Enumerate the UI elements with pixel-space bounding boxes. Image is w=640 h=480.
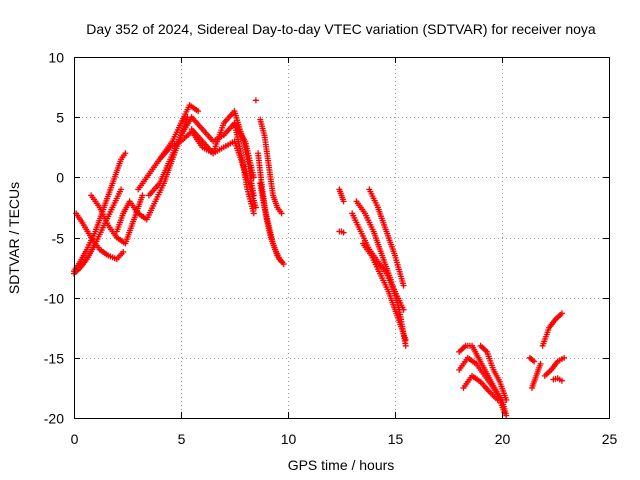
series-arc-14 — [257, 180, 285, 265]
data-point — [278, 210, 285, 217]
x-axis-label: GPS time / hours — [288, 457, 395, 473]
series-arc-10 — [231, 120, 257, 217]
series-arc-18 — [353, 198, 409, 349]
series-arc-17 — [349, 210, 407, 313]
y-tick-labels: -20 -15 -10 -5 0 5 10 — [44, 50, 64, 427]
x-tick-label: 0 — [71, 431, 79, 447]
data-point — [118, 186, 125, 193]
data-point — [558, 310, 565, 317]
series-arc-4 — [88, 192, 146, 247]
y-tick-label: -20 — [44, 411, 64, 427]
series-arc-25 — [528, 360, 544, 391]
data-point — [340, 198, 347, 205]
axis-ticks — [74, 57, 610, 419]
data-point — [252, 204, 259, 211]
y-tick-label: -15 — [44, 351, 64, 367]
data-point — [400, 282, 407, 289]
series-arc-22 — [456, 354, 510, 419]
y-tick-label: -5 — [52, 231, 65, 247]
series-arc-20 — [359, 240, 409, 343]
grid-lines — [74, 57, 609, 418]
x-tick-label: 15 — [388, 431, 404, 447]
data-point — [537, 360, 544, 367]
data-point — [250, 174, 257, 181]
data-point — [402, 342, 409, 349]
series-arc-11 — [252, 97, 259, 104]
data-point — [120, 248, 127, 255]
data-point — [250, 210, 257, 217]
series-arc-3 — [73, 210, 127, 263]
x-tick-label: 5 — [178, 431, 186, 447]
y-tick-label: -10 — [44, 291, 64, 307]
x-tick-label: 10 — [281, 431, 297, 447]
chart-title: Day 352 of 2024, Sidereal Day-to-day VTE… — [86, 21, 596, 37]
y-axis-label: SDTVAR / TECUs — [6, 182, 22, 294]
data-point — [139, 192, 146, 199]
data-point — [503, 396, 510, 403]
data-points — [71, 97, 568, 419]
data-point — [503, 412, 510, 419]
series-arc-29 — [550, 375, 565, 384]
y-tick-label: 10 — [48, 50, 64, 66]
y-tick-label: 5 — [56, 110, 64, 126]
series-arc-27 — [539, 310, 565, 349]
series-arc-15 — [336, 186, 347, 205]
data-point — [252, 97, 259, 104]
series-arc-24 — [460, 372, 501, 403]
series-arc-26 — [526, 354, 538, 365]
x-tick-label: 20 — [495, 431, 511, 447]
data-point — [494, 396, 501, 403]
x-tick-label: 25 — [602, 431, 618, 447]
data-point — [558, 377, 565, 384]
y-tick-label: 0 — [56, 170, 64, 186]
data-point — [531, 358, 538, 365]
data-point — [561, 354, 568, 361]
data-point — [340, 229, 347, 236]
series-arc-21 — [456, 342, 508, 415]
series-arc-19 — [366, 186, 407, 289]
data-point — [278, 258, 285, 265]
series-arc-23 — [477, 342, 510, 403]
series-arc-28 — [541, 354, 568, 379]
data-point — [195, 108, 202, 115]
data-point — [402, 336, 409, 343]
series-arc-16 — [336, 228, 347, 236]
data-point — [122, 150, 129, 157]
x-tick-labels: 0 5 10 15 20 25 — [71, 431, 618, 447]
series-arc-12 — [257, 116, 285, 217]
